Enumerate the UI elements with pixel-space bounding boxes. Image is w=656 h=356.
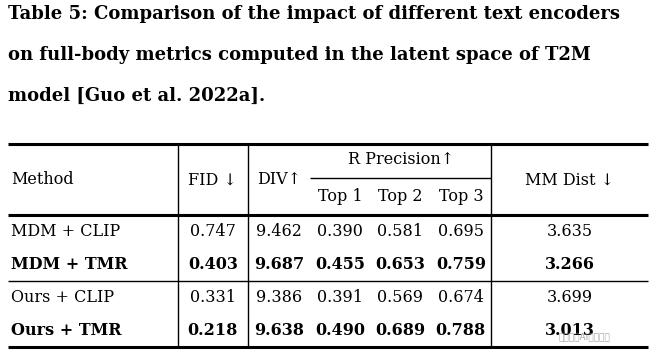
Text: DIV↑: DIV↑ (257, 171, 301, 188)
Text: 0.390: 0.390 (317, 223, 363, 240)
Text: MDM + TMR: MDM + TMR (11, 256, 128, 273)
Text: 9.386: 9.386 (256, 289, 302, 306)
Text: 3.013: 3.013 (544, 322, 594, 339)
Text: 3.699: 3.699 (546, 289, 593, 306)
Text: model [Guo et al. 2022a].: model [Guo et al. 2022a]. (8, 87, 265, 105)
Text: 0.689: 0.689 (375, 322, 425, 339)
Text: 9.638: 9.638 (254, 322, 304, 339)
Text: 0.403: 0.403 (188, 256, 237, 273)
Text: 0.695: 0.695 (438, 223, 484, 240)
Text: Top 3: Top 3 (439, 188, 483, 205)
Text: 9.687: 9.687 (254, 256, 304, 273)
Text: on full-body metrics computed in the latent space of T2M: on full-body metrics computed in the lat… (8, 46, 591, 64)
Text: 公众号：AI生成未来: 公众号：AI生成未来 (558, 333, 610, 342)
Text: 0.391: 0.391 (317, 289, 363, 306)
Text: 0.674: 0.674 (438, 289, 483, 306)
Text: Ours + TMR: Ours + TMR (11, 322, 121, 339)
Text: 0.569: 0.569 (377, 289, 423, 306)
Text: MM Dist ↓: MM Dist ↓ (525, 171, 614, 188)
Text: 0.490: 0.490 (315, 322, 365, 339)
Text: Method: Method (11, 171, 73, 188)
Text: R Precision↑: R Precision↑ (348, 151, 454, 168)
Text: 0.581: 0.581 (377, 223, 423, 240)
Text: 0.759: 0.759 (436, 256, 486, 273)
Text: Top 1: Top 1 (318, 188, 362, 205)
Text: FID ↓: FID ↓ (188, 171, 237, 188)
Text: 0.455: 0.455 (315, 256, 365, 273)
Text: 0.653: 0.653 (375, 256, 425, 273)
Text: Table 5: Comparison of the impact of different text encoders: Table 5: Comparison of the impact of dif… (8, 5, 620, 23)
Text: 9.462: 9.462 (256, 223, 302, 240)
Text: 3.635: 3.635 (546, 223, 593, 240)
Text: 0.218: 0.218 (188, 322, 238, 339)
Text: 0.747: 0.747 (190, 223, 236, 240)
Text: MDM + CLIP: MDM + CLIP (11, 223, 121, 240)
Text: 0.788: 0.788 (436, 322, 486, 339)
Text: Top 2: Top 2 (378, 188, 422, 205)
Text: Ours + CLIP: Ours + CLIP (11, 289, 114, 306)
Text: 0.331: 0.331 (190, 289, 236, 306)
Text: 3.266: 3.266 (544, 256, 595, 273)
